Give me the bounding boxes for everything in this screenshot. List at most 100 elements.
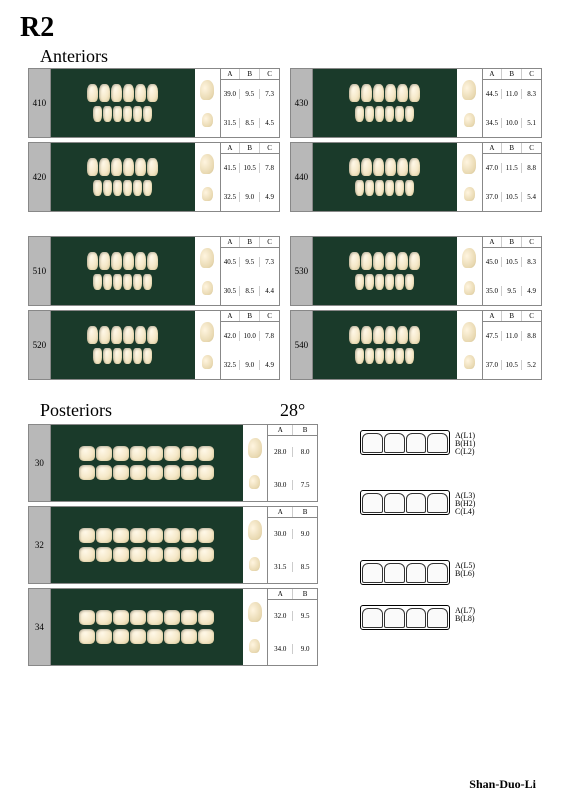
tooth <box>103 180 112 196</box>
tooth <box>349 84 360 102</box>
tooth <box>123 84 134 102</box>
tooth <box>395 274 404 290</box>
card-id: 540 <box>291 311 313 379</box>
col-header: B <box>502 311 522 321</box>
data-row: 37.010.55.2 <box>483 360 542 370</box>
data-cell: 9.0 <box>240 192 260 202</box>
col-header: A <box>268 425 293 435</box>
profile-shape <box>200 154 214 174</box>
tooth-card-34: 34 AB32.09.534.09.0 <box>28 588 318 666</box>
tooth-card-30: 30 AB28.08.030.07.5 <box>28 424 318 502</box>
data-cell: 4.9 <box>522 286 541 296</box>
tooth <box>135 158 146 176</box>
data-row: 47.511.08.8 <box>483 331 542 341</box>
tooth <box>133 180 142 196</box>
data-row: 32.59.04.9 <box>221 360 280 370</box>
tooth <box>147 84 158 102</box>
tooth <box>373 326 384 344</box>
col-header: B <box>240 237 260 247</box>
data-cell: 4.9 <box>260 192 279 202</box>
data-cell: 47.0 <box>483 163 503 173</box>
tooth <box>409 252 420 270</box>
anteriors-heading: Anteriors <box>40 46 108 67</box>
col-header: C <box>260 237 279 247</box>
profile-shape <box>202 281 213 295</box>
profile-shape <box>464 187 475 201</box>
data-cell: 4.4 <box>260 286 279 296</box>
data-cell: 9.0 <box>293 644 317 654</box>
page-title: R2 <box>20 12 54 44</box>
data-row: 44.511.08.3 <box>483 89 542 99</box>
card-id: 530 <box>291 237 313 305</box>
tooth-card-540: 540 ABC 47.511.08.8 37.010.55.2 <box>290 310 542 380</box>
tooth <box>405 348 414 364</box>
tooth <box>375 106 384 122</box>
tooth <box>198 528 214 543</box>
tooth <box>181 629 197 644</box>
tooth <box>181 528 197 543</box>
tooth <box>365 106 374 122</box>
data-header: AB <box>268 589 317 600</box>
tooth <box>375 274 384 290</box>
tooth <box>123 326 134 344</box>
tooth <box>355 180 364 196</box>
col-header: C <box>260 143 279 153</box>
data-cell: 10.5 <box>502 192 522 202</box>
diagram-box <box>360 560 450 585</box>
data-cell: 9.5 <box>293 611 317 621</box>
data-cell: 8.5 <box>293 562 317 572</box>
tooth <box>113 629 129 644</box>
data-header: ABC <box>483 311 542 322</box>
tooth <box>397 252 408 270</box>
tooth <box>96 547 112 562</box>
tooth <box>361 158 372 176</box>
profile-shape <box>462 322 476 342</box>
data-header: ABC <box>483 237 542 248</box>
data-cell: 8.5 <box>240 118 260 128</box>
teeth-display <box>51 507 243 583</box>
data-cell: 39.0 <box>221 89 241 99</box>
tooth <box>181 610 197 625</box>
data-cell: 30.0 <box>268 480 293 490</box>
data-header: ABC <box>483 69 542 80</box>
data-header: ABC <box>221 143 280 154</box>
footer-brand: Shan-Duo-Li <box>469 777 536 792</box>
card-id: 420 <box>29 143 51 211</box>
tooth <box>87 158 98 176</box>
col-header: C <box>260 311 279 321</box>
profile-view <box>243 589 268 665</box>
tooth <box>113 446 129 461</box>
data-cell: 32.0 <box>268 611 293 621</box>
col-header: A <box>268 507 293 517</box>
card-id: 32 <box>29 507 51 583</box>
measurement-diagram: A(L5)B(L6) <box>360 560 450 587</box>
tooth-card-430: 430 ABC44.511.08.334.510.05.1 <box>290 68 542 138</box>
tooth <box>385 158 396 176</box>
col-header: C <box>522 143 541 153</box>
data-header: ABC <box>221 69 280 80</box>
tooth <box>361 326 372 344</box>
data-cell: 4.5 <box>260 118 279 128</box>
card-id: 510 <box>29 237 51 305</box>
tooth <box>385 274 394 290</box>
tooth <box>409 326 420 344</box>
diagram-label: B(L8) <box>455 615 475 623</box>
data-row: 30.07.5 <box>268 480 317 490</box>
profile-view <box>243 425 268 501</box>
data-row: 32.59.04.9 <box>221 192 280 202</box>
measurements-table: ABC40.59.57.330.58.54.4 <box>220 237 280 305</box>
profile-shape <box>202 355 213 369</box>
data-cell: 34.5 <box>483 118 503 128</box>
tooth <box>181 465 197 480</box>
data-cell: 4.9 <box>260 360 279 370</box>
data-row: 42.010.07.8 <box>221 331 280 341</box>
measurement-diagram: A(L7)B(L8) <box>360 605 450 632</box>
teeth-display <box>51 425 243 501</box>
tooth <box>79 610 95 625</box>
data-cell: 7.3 <box>260 257 279 267</box>
data-header: ABC <box>221 237 280 248</box>
col-header: C <box>522 311 541 321</box>
tooth <box>135 326 146 344</box>
data-header: ABC <box>483 143 542 154</box>
data-cell: 32.5 <box>221 192 241 202</box>
